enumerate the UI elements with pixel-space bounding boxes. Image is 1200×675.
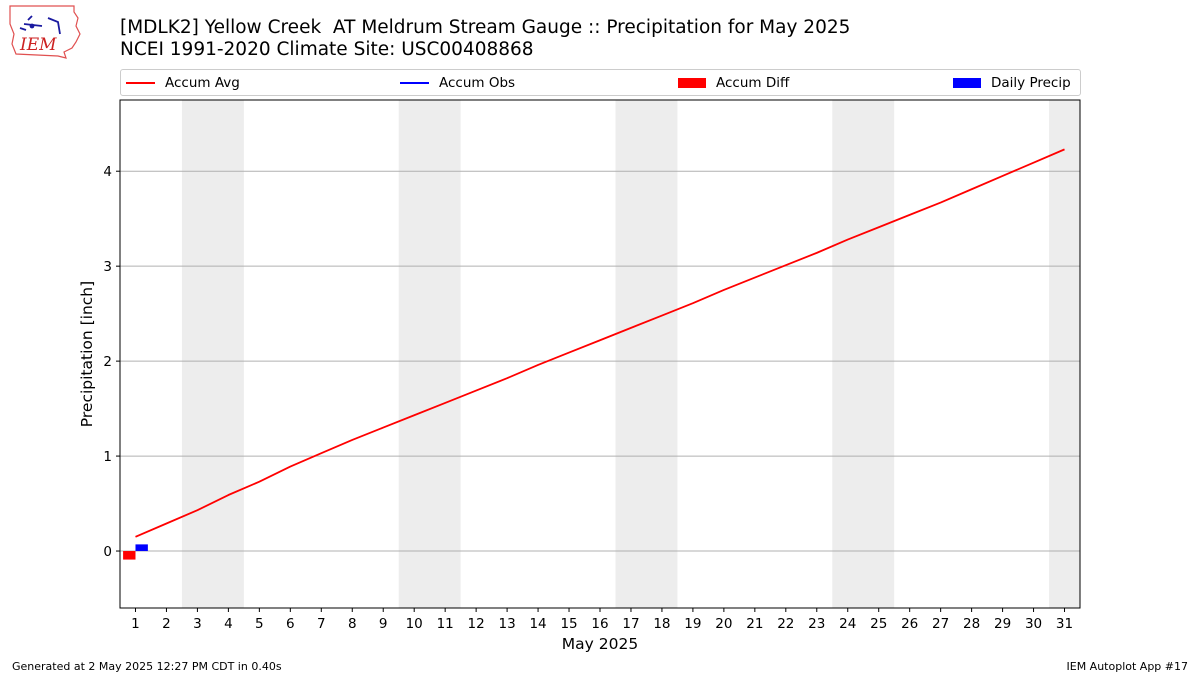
weekend-band	[1049, 100, 1080, 608]
series-lines	[135, 148, 1065, 538]
x-tick-label: 31	[1056, 616, 1073, 632]
legend-swatch	[678, 77, 706, 88]
y-tick-label: 2	[103, 354, 112, 370]
weekend-shading	[181, 100, 1080, 608]
plot-frame	[119, 99, 1081, 609]
x-tick-label: 11	[437, 616, 454, 632]
legend-swatch	[400, 81, 429, 84]
weekend-band	[181, 100, 244, 608]
chart-title: [MDLK2] Yellow Creek AT Meldrum Stream G…	[120, 17, 851, 38]
legend-item-accum-avg: Accum Avg	[126, 70, 240, 95]
x-tick-label: 1	[131, 616, 140, 632]
x-tick-label: 17	[622, 616, 639, 632]
x-tick-label: 25	[870, 616, 887, 632]
y-axis: 0 1 2 3 4	[103, 164, 120, 560]
x-tick-label: 10	[406, 616, 423, 632]
iem-logo: IEM	[9, 5, 81, 59]
y-tick-label: 4	[103, 164, 112, 180]
x-tick-label: 5	[255, 616, 264, 632]
bar-daily-precip	[135, 544, 148, 552]
x-tick-label: 8	[348, 616, 357, 632]
x-axis: 1 2 3 4 5 6 7 8 9 10 11 12 13 14 15 16 17 18 19 20 21 22 23 24 2…	[131, 608, 1073, 632]
x-tick-label: 15	[560, 616, 577, 632]
legend-item-daily-precip: Daily Precip	[953, 70, 1071, 95]
bars	[123, 544, 148, 560]
x-tick-label: 14	[529, 616, 546, 632]
legend-item-accum-obs: Accum Obs	[400, 70, 515, 95]
x-tick-label: 2	[162, 616, 171, 632]
x-tick-label: 30	[1025, 616, 1042, 632]
legend-swatch	[953, 77, 981, 88]
x-tick-label: 9	[379, 616, 388, 632]
legend-label: Accum Obs	[439, 74, 516, 91]
legend-swatch	[126, 81, 155, 84]
chart-subtitle: NCEI 1991-2020 Climate Site: USC00408868	[120, 39, 534, 60]
legend-label: Accum Avg	[165, 74, 240, 91]
chart-legend: Accum Avg Accum Obs Accum Diff Daily Pre…	[120, 69, 1081, 96]
legend-item-accum-diff: Accum Diff	[678, 70, 789, 95]
y-axis-label: Precipitation [inch]	[78, 281, 96, 427]
weekend-band	[398, 100, 461, 608]
y-tick-label: 0	[103, 544, 112, 560]
x-tick-label: 20	[715, 616, 732, 632]
x-tick-label: 12	[468, 616, 485, 632]
x-tick-label: 28	[963, 616, 980, 632]
x-tick-label: 19	[684, 616, 701, 632]
bar-accum-diff	[123, 551, 136, 560]
x-tick-label: 13	[499, 616, 516, 632]
x-tick-label: 18	[653, 616, 670, 632]
x-tick-label: 21	[746, 616, 763, 632]
x-tick-label: 16	[591, 616, 608, 632]
svg-text:IEM: IEM	[19, 35, 57, 55]
footer-generated-text: Generated at 2 May 2025 12:27 PM CDT in …	[12, 660, 282, 673]
x-tick-label: 29	[994, 616, 1011, 632]
x-tick-label: 24	[839, 616, 856, 632]
legend-label: Accum Diff	[716, 74, 790, 91]
legend-label: Daily Precip	[991, 74, 1071, 91]
footer-app-text: IEM Autoplot App #17	[1066, 660, 1189, 673]
x-axis-label: May 2025	[562, 635, 638, 653]
x-tick-label: 3	[193, 616, 202, 632]
x-tick-label: 4	[224, 616, 233, 632]
x-tick-label: 6	[286, 616, 295, 632]
y-tick-label: 1	[103, 449, 112, 465]
gridlines	[120, 170, 1080, 552]
weekend-band	[832, 100, 895, 608]
y-tick-label: 3	[103, 259, 112, 275]
x-tick-label: 26	[901, 616, 918, 632]
x-tick-label: 23	[808, 616, 825, 632]
line-accum-avg	[135, 148, 1065, 538]
x-tick-label: 7	[317, 616, 326, 632]
x-tick-label: 27	[932, 616, 949, 632]
x-tick-label: 22	[777, 616, 794, 632]
weekend-band	[615, 100, 678, 608]
